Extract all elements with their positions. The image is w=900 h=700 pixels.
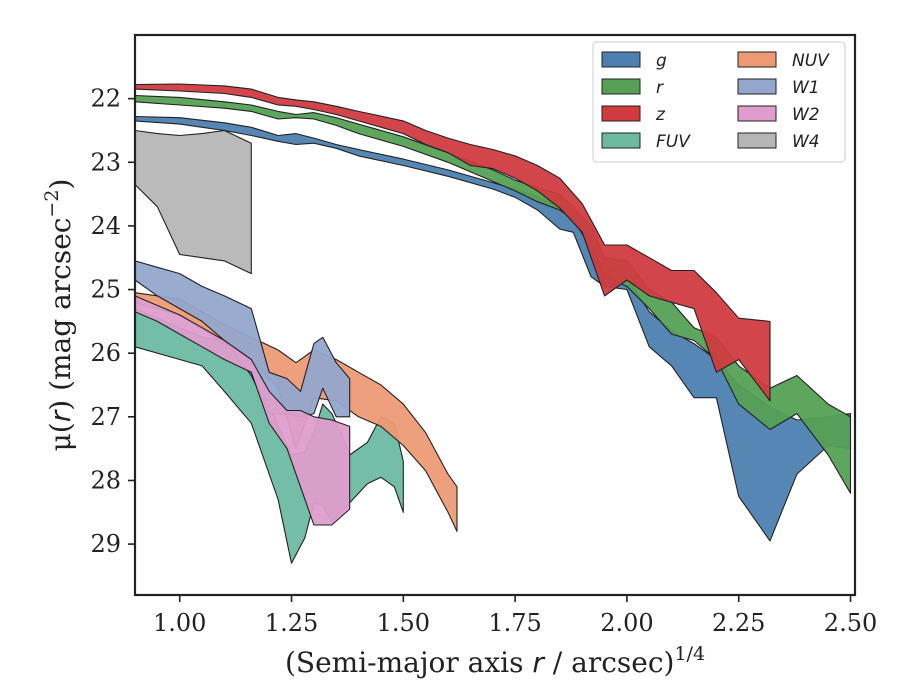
y-axis-title-rest: ) (mag arcsec	[44, 218, 77, 411]
x-axis: 1.00 1.25 1.50 1.75 2.00 2.25 2.50	[153, 595, 877, 637]
x-axis-title: (Semi-major axis r / arcsec)1/4	[285, 643, 705, 679]
x-axis-title-rest: / arcsec)	[544, 646, 675, 679]
x-tick-label: 1.50	[377, 609, 430, 637]
band-r	[134, 94, 852, 494]
legend-swatch-w2	[737, 105, 777, 122]
band-w4	[134, 129, 252, 275]
y-tick-label: 28	[90, 466, 121, 494]
x-tick-label: 2.50	[824, 609, 877, 637]
x-tick-label: 2.00	[600, 609, 653, 637]
legend: grz FUV NUV W1 W2 W4	[592, 41, 846, 163]
y-axis-title-exp: −2	[41, 190, 63, 218]
y-tick-label: 22	[90, 85, 121, 113]
y-tick-label: 25	[90, 276, 121, 304]
series-bands	[134, 83, 852, 564]
legend-label-w4: W4	[792, 132, 820, 152]
legend-box	[592, 41, 846, 163]
legend-label-fuv: FUV	[656, 132, 691, 152]
y-axis: 22 23 24 25 26 27 28 29	[90, 85, 135, 558]
x-tick-label: 2.25	[712, 609, 765, 637]
x-tick-label: 1.25	[265, 609, 318, 637]
x-tick-label: 1.75	[488, 609, 541, 637]
x-tick-label: 1.00	[153, 609, 206, 637]
y-tick-label: 27	[90, 403, 121, 431]
legend-label-r: r	[656, 78, 664, 98]
legend-label-nuv: NUV	[792, 51, 830, 71]
x-axis-title-exp: 1/4	[674, 643, 705, 665]
y-tick-label: 24	[90, 212, 121, 240]
legend-swatch-fuv	[601, 132, 641, 149]
x-axis-title-main: (Semi-major axis	[285, 646, 532, 679]
band-w2	[134, 295, 351, 526]
y-tick-label: 26	[90, 339, 121, 367]
legend-swatch-w1	[737, 78, 777, 95]
legend-label-w1: W1	[792, 78, 820, 98]
legend-swatch-r	[601, 78, 641, 95]
band-z	[134, 83, 771, 402]
legend-swatch-w4	[737, 132, 777, 149]
y-axis-title-main: μ(	[44, 422, 77, 451]
legend-swatch-g	[601, 51, 641, 68]
legend-label-g: g	[656, 51, 667, 71]
y-axis-title-close: )	[44, 179, 77, 190]
legend-swatch-nuv	[737, 51, 777, 68]
y-tick-label: 23	[90, 148, 121, 176]
y-axis-title-var: r	[44, 409, 77, 422]
legend-swatch-z	[601, 105, 641, 122]
y-axis-title: μ(r) (mag arcsec−2)	[41, 179, 77, 452]
y-tick-label: 29	[90, 530, 121, 558]
x-axis-title-var: r	[532, 646, 545, 679]
band-w1	[134, 260, 351, 418]
legend-label-w2: W2	[792, 105, 820, 125]
legend-label-z: z	[655, 105, 666, 125]
plot-frame	[133, 33, 857, 597]
